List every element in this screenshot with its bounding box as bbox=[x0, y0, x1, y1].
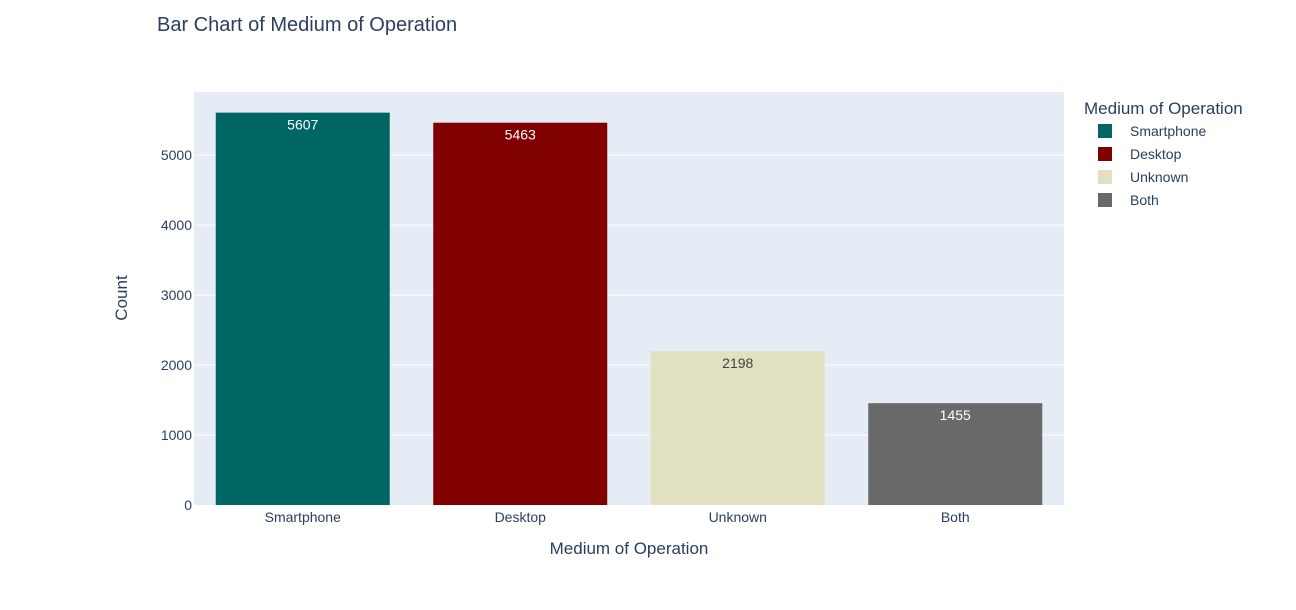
legend-item-label: Desktop bbox=[1130, 146, 1182, 162]
legend-title: Medium of Operation bbox=[1084, 99, 1243, 118]
bar-value-label: 5607 bbox=[287, 117, 318, 133]
bars: 5607 5463 2198 1455 bbox=[215, 112, 1043, 505]
y-tick-label: 1000 bbox=[161, 427, 192, 443]
bar-value-label: 5463 bbox=[505, 127, 536, 143]
y-tick-label: 3000 bbox=[161, 287, 192, 303]
y-tick-label: 2000 bbox=[161, 357, 192, 373]
x-axis-title: Medium of Operation bbox=[550, 539, 709, 558]
y-tick-label: 0 bbox=[184, 497, 192, 513]
legend-item-label: Both bbox=[1130, 192, 1159, 208]
bar-value-label: 2198 bbox=[722, 355, 753, 371]
chart-title: Bar Chart of Medium of Operation bbox=[157, 14, 457, 36]
y-axis-ticks: 0 1000 2000 3000 4000 5000 bbox=[161, 147, 192, 513]
bar-unknown bbox=[650, 351, 825, 505]
bar-desktop bbox=[433, 122, 608, 505]
bar-value-label: 1455 bbox=[940, 407, 971, 423]
x-tick-label: Both bbox=[941, 509, 970, 525]
y-axis-title: Count bbox=[112, 275, 131, 321]
legend-item-label: Unknown bbox=[1130, 169, 1188, 185]
legend-swatch bbox=[1098, 124, 1112, 138]
legend-item-label: Smartphone bbox=[1130, 123, 1206, 139]
bar-both bbox=[868, 403, 1043, 505]
y-tick-label: 5000 bbox=[161, 147, 192, 163]
legend-swatch bbox=[1098, 147, 1112, 161]
legend-swatch bbox=[1098, 193, 1112, 207]
y-tick-label: 4000 bbox=[161, 217, 192, 233]
x-tick-label: Unknown bbox=[709, 509, 767, 525]
x-tick-label: Smartphone bbox=[265, 509, 341, 525]
x-tick-label: Desktop bbox=[495, 509, 547, 525]
x-axis-ticks: Smartphone Desktop Unknown Both bbox=[265, 509, 970, 525]
legend: Medium of Operation Smartphone Desktop Unk… bbox=[1084, 99, 1243, 208]
bar-smartphone bbox=[215, 112, 390, 505]
legend-swatch bbox=[1098, 170, 1112, 184]
